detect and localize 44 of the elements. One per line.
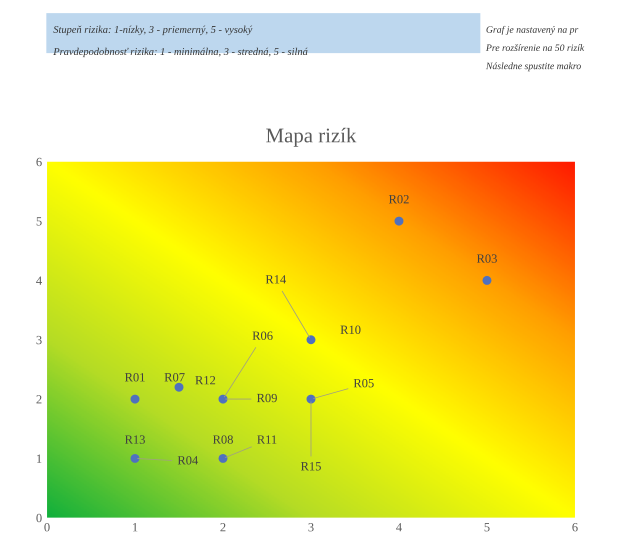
y-tick-label: 5	[36, 217, 42, 226]
annotation: R08	[212, 435, 233, 444]
annotation: R05	[354, 378, 374, 388]
x-tick-label: 2	[220, 523, 226, 532]
point	[130, 394, 140, 404]
annotation: R15	[300, 462, 321, 470]
y-tick-label: 3	[36, 336, 42, 344]
point	[218, 454, 228, 463]
annotation: R03	[476, 254, 497, 263]
y-tick-label: 2	[36, 395, 42, 404]
text: Následne spustite makro	[486, 62, 581, 72]
annotation: R04	[178, 456, 198, 465]
annotation: R06	[252, 331, 273, 340]
text: Graf je nastavený na pr	[486, 26, 578, 35]
y-tick-label: 0	[36, 514, 42, 522]
point	[482, 276, 492, 285]
annotation: R13	[124, 435, 145, 444]
y-tick-label: 6	[36, 158, 42, 166]
annotation: R07	[164, 373, 185, 382]
text: Pre rozšírenie na 50 rizík	[486, 44, 584, 52]
x-tick-label: 5	[484, 523, 490, 532]
x-tick-label: 6	[572, 523, 578, 532]
x-tick-label: 1	[132, 523, 138, 532]
chart-title: Mapa rizík	[266, 128, 356, 147]
point	[130, 454, 140, 463]
annotation: R12	[195, 376, 216, 384]
x-tick-label: 0	[44, 523, 50, 532]
point	[306, 394, 316, 404]
point	[218, 394, 228, 404]
x-tick-label: 4	[396, 523, 402, 532]
point	[174, 382, 184, 392]
point	[394, 216, 404, 226]
y-tick-label: 1	[37, 454, 42, 463]
annotation: R01	[124, 373, 145, 382]
text: Stupeň rizika: 1-nízky, 3 - priemerný, 5 - vysoký	[53, 26, 252, 36]
text: Pravdepodobnosť rizika: 1 - minimálna, 3 - stredná, 5 - silná	[53, 48, 308, 58]
annotation: R10	[340, 326, 361, 334]
point	[306, 335, 316, 344]
annotation: R14	[266, 275, 286, 284]
annotation: R09	[256, 394, 277, 402]
annotation: R02	[388, 195, 409, 204]
y-tick-label: 4	[36, 276, 42, 285]
x-tick-label: 3	[308, 523, 314, 532]
annotation: R11	[257, 435, 276, 444]
